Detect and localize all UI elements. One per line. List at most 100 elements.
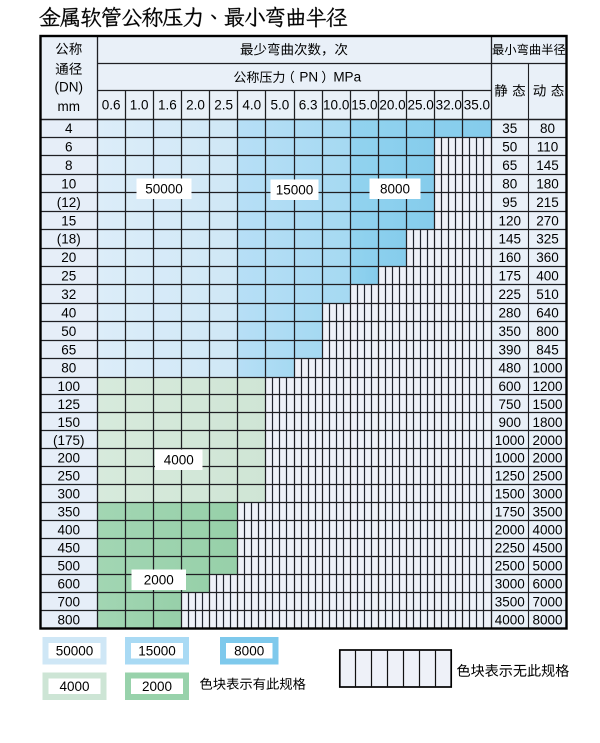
svg-text:1250: 1250 [495, 469, 525, 484]
svg-text:0.6: 0.6 [102, 98, 121, 113]
svg-text:3000: 3000 [532, 487, 562, 502]
svg-text:225: 225 [499, 287, 522, 302]
svg-text:250: 250 [58, 469, 81, 484]
svg-text:15000: 15000 [276, 183, 314, 198]
svg-text:PN: PN [299, 70, 318, 85]
svg-text:35.0: 35.0 [464, 98, 490, 113]
svg-text:8: 8 [65, 158, 73, 173]
svg-text:200: 200 [58, 451, 81, 466]
svg-text:8000: 8000 [532, 612, 562, 627]
svg-text:500: 500 [58, 559, 81, 574]
svg-text:1500: 1500 [532, 397, 562, 412]
svg-text:350: 350 [58, 505, 81, 520]
svg-text:4000: 4000 [495, 612, 525, 627]
svg-text:600: 600 [58, 577, 81, 592]
svg-text:6.3: 6.3 [299, 98, 318, 113]
svg-text:25: 25 [61, 269, 76, 284]
svg-text:15.0: 15.0 [351, 98, 377, 113]
svg-text:640: 640 [536, 305, 559, 320]
svg-text:32: 32 [61, 287, 76, 302]
svg-text:50: 50 [502, 140, 517, 155]
svg-text:mm: mm [58, 99, 81, 114]
svg-text:2.0: 2.0 [186, 98, 205, 113]
svg-text:5000: 5000 [532, 559, 562, 574]
svg-text:50000: 50000 [145, 182, 183, 197]
svg-text:1000: 1000 [532, 361, 562, 376]
svg-text:2000: 2000 [142, 679, 172, 694]
svg-text:20: 20 [61, 250, 76, 265]
svg-text:800: 800 [536, 324, 559, 339]
svg-text:65: 65 [502, 158, 517, 173]
svg-text:95: 95 [502, 195, 517, 210]
svg-text:7000: 7000 [532, 595, 562, 610]
svg-text:1500: 1500 [495, 487, 525, 502]
svg-text:8000: 8000 [234, 644, 264, 659]
svg-text:700: 700 [58, 595, 81, 610]
svg-text:750: 750 [499, 397, 522, 412]
svg-text:100: 100 [58, 379, 81, 394]
svg-text:180: 180 [536, 176, 559, 191]
svg-text:6000: 6000 [532, 577, 562, 592]
svg-text:400: 400 [536, 269, 559, 284]
svg-text:15: 15 [61, 213, 76, 228]
svg-text:2000: 2000 [532, 433, 562, 448]
svg-text:1000: 1000 [495, 451, 525, 466]
svg-text:150: 150 [58, 415, 81, 430]
svg-text:15000: 15000 [138, 644, 176, 659]
svg-text:(12): (12) [57, 195, 81, 210]
svg-text:4000: 4000 [164, 453, 194, 468]
svg-text:8000: 8000 [380, 182, 410, 197]
svg-text:175: 175 [499, 269, 522, 284]
svg-text:10.0: 10.0 [323, 98, 349, 113]
svg-text:845: 845 [536, 342, 559, 357]
svg-text:120: 120 [499, 213, 522, 228]
svg-text:20.0: 20.0 [379, 98, 405, 113]
svg-text:390: 390 [499, 342, 522, 357]
svg-text:1200: 1200 [532, 379, 562, 394]
svg-text:145: 145 [499, 232, 522, 247]
svg-text:50: 50 [61, 324, 76, 339]
svg-text:4000: 4000 [59, 679, 89, 694]
svg-text:600: 600 [499, 379, 522, 394]
svg-text:1.6: 1.6 [158, 98, 177, 113]
svg-text:510: 510 [536, 287, 559, 302]
svg-text:450: 450 [58, 541, 81, 556]
svg-text:80: 80 [61, 361, 76, 376]
svg-text:145: 145 [536, 158, 559, 173]
svg-text:215: 215 [536, 195, 559, 210]
svg-text:280: 280 [499, 305, 522, 320]
svg-text:3000: 3000 [495, 577, 525, 592]
svg-text:(18): (18) [57, 232, 81, 247]
svg-text:2000: 2000 [144, 573, 174, 588]
svg-text:10: 10 [61, 176, 76, 191]
svg-text:360: 360 [536, 250, 559, 265]
svg-text:65: 65 [61, 342, 76, 357]
svg-text:4000: 4000 [532, 523, 562, 538]
svg-text:(175): (175) [53, 433, 85, 448]
svg-text:2250: 2250 [495, 541, 525, 556]
svg-text:4: 4 [65, 121, 73, 136]
svg-text:50000: 50000 [56, 644, 94, 659]
svg-text:40: 40 [61, 305, 76, 320]
svg-text:2500: 2500 [532, 469, 562, 484]
svg-text:325: 325 [536, 232, 559, 247]
svg-text:1.0: 1.0 [130, 98, 149, 113]
svg-text:480: 480 [499, 361, 522, 376]
svg-text:3500: 3500 [532, 505, 562, 520]
svg-text:400: 400 [58, 523, 81, 538]
svg-text:300: 300 [58, 487, 81, 502]
svg-text:160: 160 [499, 250, 522, 265]
svg-text:80: 80 [540, 121, 555, 136]
svg-text:110: 110 [537, 140, 559, 155]
svg-text:2.5: 2.5 [214, 98, 233, 113]
svg-text:5.0: 5.0 [271, 98, 290, 113]
svg-text:32.0: 32.0 [436, 98, 462, 113]
svg-text:MPa: MPa [333, 70, 361, 85]
svg-text:4.0: 4.0 [242, 98, 261, 113]
svg-text:800: 800 [58, 612, 81, 627]
svg-text:1000: 1000 [495, 433, 525, 448]
svg-text:900: 900 [499, 415, 522, 430]
svg-text:(DN): (DN) [55, 79, 84, 94]
svg-text:35: 35 [502, 121, 517, 136]
svg-text:80: 80 [502, 176, 517, 191]
